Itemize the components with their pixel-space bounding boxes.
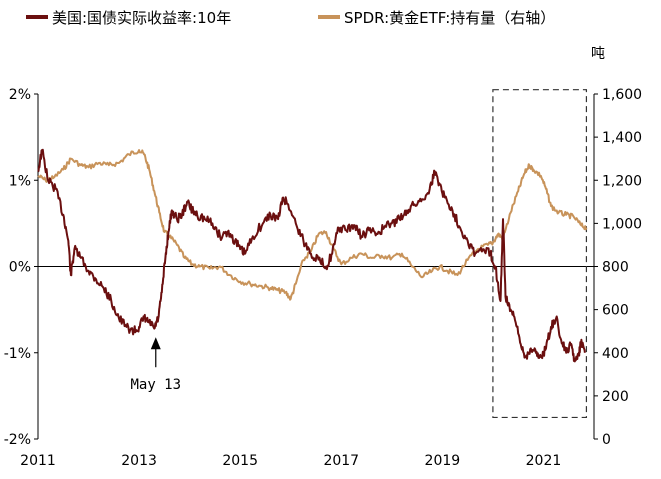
series-line-real-yield [37, 148, 586, 363]
right-tick-label: 0 [602, 432, 611, 448]
x-tick-label: 2013 [121, 453, 157, 469]
annotation-arrow-head [150, 337, 161, 350]
left-tick-label: 2% [9, 87, 31, 103]
axes: -2% -1% 0% 1% 2% 0 200 400 600 800 1,000 1,200 1,400… [4, 87, 642, 469]
highlight-box [492, 89, 588, 419]
x-tick-label: 2021 [526, 453, 562, 469]
left-tick-label: -1% [4, 346, 31, 362]
right-tick-label: 1,000 [602, 216, 642, 232]
x-tick-label: 2017 [323, 453, 359, 469]
legend-label-real-yield: 美国:国债实际收益率:10年 [52, 9, 231, 27]
x-tick-label: 2019 [425, 453, 461, 469]
annotation-may-13: May 13 [130, 377, 181, 393]
right-axis-unit-label: 吨 [591, 46, 605, 62]
series-line-gold-etf [37, 149, 588, 301]
right-tick-label: 200 [602, 389, 629, 405]
highlight-box-layer [492, 89, 588, 419]
right-tick-label: 600 [602, 303, 629, 319]
right-tick-label: 1,400 [602, 130, 642, 146]
right-tick-label: 1,200 [602, 173, 642, 189]
left-tick-label: 0% [9, 260, 31, 276]
legend: 美国:国债实际收益率:10年 SPDR:黄金ETF:持有量（右轴） [26, 9, 555, 27]
series-layer [37, 148, 588, 363]
right-tick-label: 1,600 [602, 87, 642, 103]
x-tick-label: 2015 [222, 453, 258, 469]
right-tick-label: 400 [602, 346, 629, 362]
left-tick-label: -2% [4, 432, 31, 448]
x-tick-label: 2011 [20, 453, 56, 469]
legend-label-gold-etf: SPDR:黄金ETF:持有量（右轴） [344, 9, 555, 27]
annotation-layer: May 13 [130, 337, 181, 393]
left-tick-label: 1% [9, 173, 31, 189]
right-tick-label: 800 [602, 260, 629, 276]
